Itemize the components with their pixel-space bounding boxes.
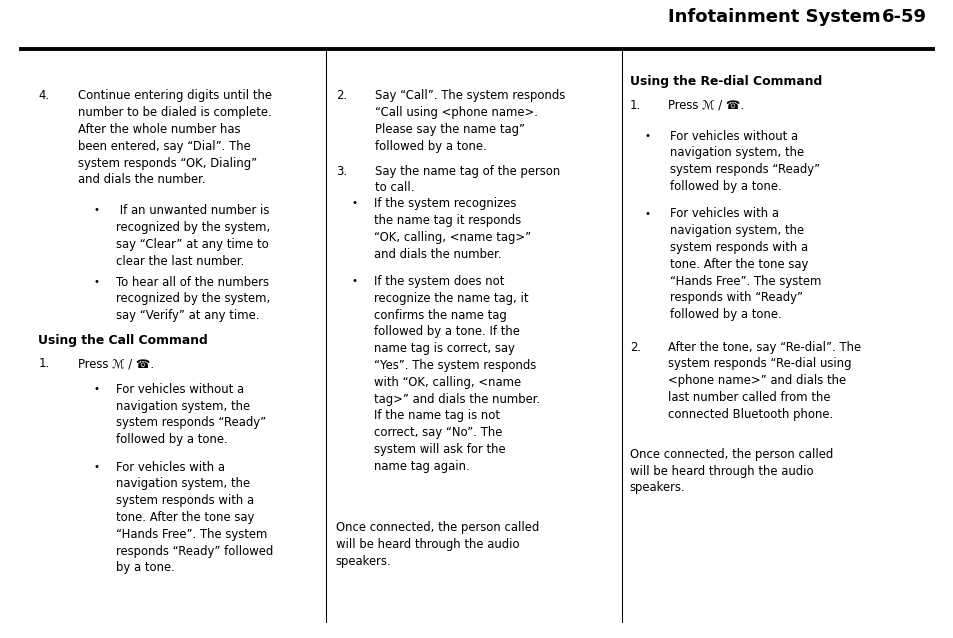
Text: •: • (644, 209, 650, 219)
Text: Say the name tag of the person
to call.: Say the name tag of the person to call. (375, 165, 559, 195)
Text: 4.: 4. (38, 89, 50, 102)
Text: 2.: 2. (629, 341, 640, 353)
Text: •: • (351, 276, 356, 286)
Text: 6-59: 6-59 (881, 8, 925, 26)
Text: If the system does not
recognize the name tag, it
confirms the name tag
followed: If the system does not recognize the nam… (374, 275, 539, 473)
Text: Press ℳ / ☎.: Press ℳ / ☎. (78, 357, 154, 370)
Text: •: • (93, 277, 99, 287)
Text: •: • (93, 384, 99, 394)
Text: •: • (644, 131, 650, 141)
Text: Using the Re-dial Command: Using the Re-dial Command (629, 75, 821, 88)
Text: Continue entering digits until the
number to be dialed is complete.
After the wh: Continue entering digits until the numbe… (78, 89, 272, 186)
Text: If the system recognizes
the name tag it responds
“OK, calling, <name tag>”
and : If the system recognizes the name tag it… (374, 197, 531, 260)
Text: Once connected, the person called
will be heard through the audio
speakers.: Once connected, the person called will b… (629, 448, 832, 494)
Text: For vehicles without a
navigation system, the
system responds “Ready”
followed b: For vehicles without a navigation system… (116, 383, 266, 446)
Text: Once connected, the person called
will be heard through the audio
speakers.: Once connected, the person called will b… (335, 521, 538, 568)
Text: •: • (93, 205, 99, 216)
Text: •: • (351, 198, 356, 209)
Text: For vehicles with a
navigation system, the
system responds with a
tone. After th: For vehicles with a navigation system, t… (669, 207, 821, 321)
Text: For vehicles with a
navigation system, the
system responds with a
tone. After th: For vehicles with a navigation system, t… (116, 461, 274, 574)
Text: 3.: 3. (335, 165, 347, 177)
Text: 1.: 1. (38, 357, 50, 370)
Text: After the tone, say “Re-dial”. The
system responds “Re-dial using
<phone name>” : After the tone, say “Re-dial”. The syste… (667, 341, 860, 421)
Text: Say “Call”. The system responds
“Call using <phone name>.
Please say the name ta: Say “Call”. The system responds “Call us… (375, 89, 564, 152)
Text: Using the Call Command: Using the Call Command (38, 334, 208, 346)
Text: 2.: 2. (335, 89, 347, 102)
Text: 1.: 1. (629, 99, 640, 112)
Text: •: • (93, 462, 99, 472)
Text: Infotainment System: Infotainment System (667, 8, 880, 26)
Text: Press ℳ / ☎.: Press ℳ / ☎. (667, 99, 743, 112)
Text: To hear all of the numbers
recognized by the system,
say “Verify” at any time.: To hear all of the numbers recognized by… (116, 276, 271, 322)
Text: If an unwanted number is
recognized by the system,
say “Clear” at any time to
cl: If an unwanted number is recognized by t… (116, 204, 271, 267)
Text: For vehicles without a
navigation system, the
system responds “Ready”
followed b: For vehicles without a navigation system… (669, 130, 819, 193)
